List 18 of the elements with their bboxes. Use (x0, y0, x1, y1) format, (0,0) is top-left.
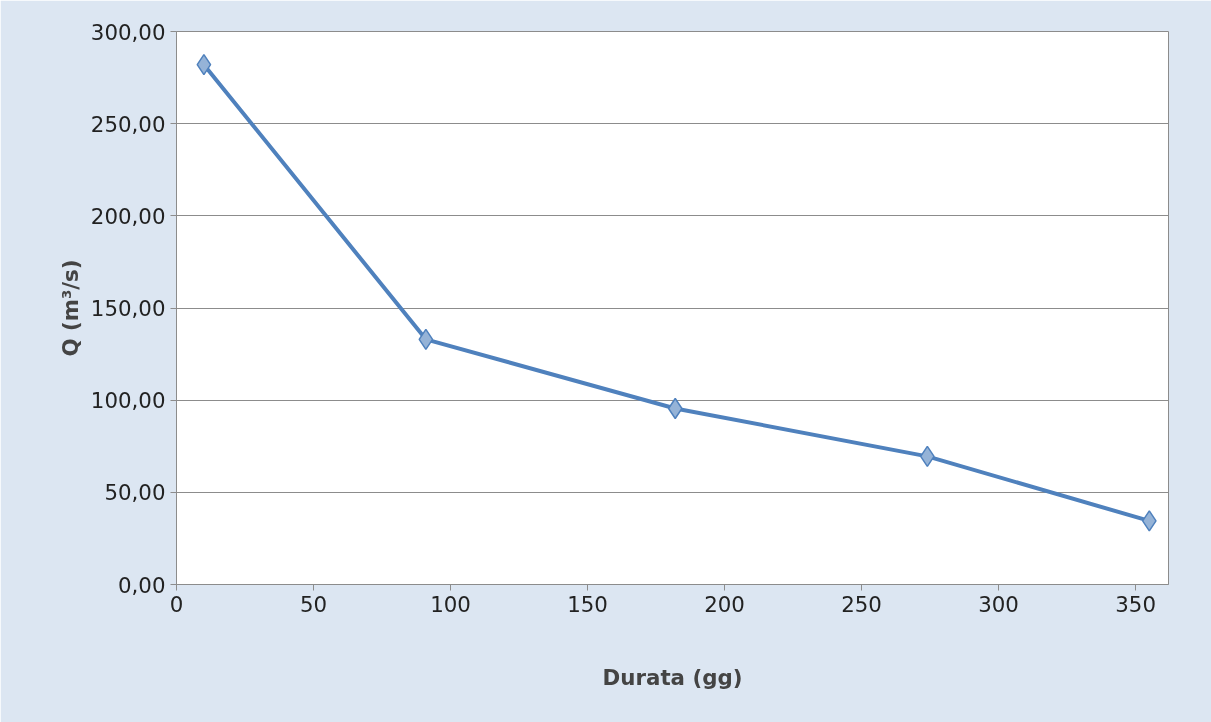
x-axis-title: Durata (gg) (602, 664, 743, 690)
x-tick-label: 100 (430, 591, 471, 617)
y-axis-title: Q (m³/s) (57, 259, 83, 357)
y-tick-label: 50,00 (104, 480, 166, 506)
point (1141, 510, 1157, 532)
y-tick-label: 150,00 (90, 296, 166, 321)
y-tick-label: 300,00 (90, 19, 166, 45)
x-tick-label: 250 (841, 591, 882, 617)
y-tick-label: 100,00 (90, 388, 166, 414)
x-tick-label: 150 (567, 591, 608, 617)
y-tick-label: 250,00 (90, 111, 166, 137)
x-tick-label: 300 (978, 591, 1019, 617)
x-tick-label: 50 (299, 591, 328, 617)
x-tick-label: 0 (169, 591, 184, 617)
x-tick-label: 200 (704, 591, 745, 617)
x-tick-label: 350 (1115, 591, 1156, 617)
y-tick-label: 0,00 (118, 572, 166, 598)
y-tick-label: 200,00 (90, 203, 166, 229)
